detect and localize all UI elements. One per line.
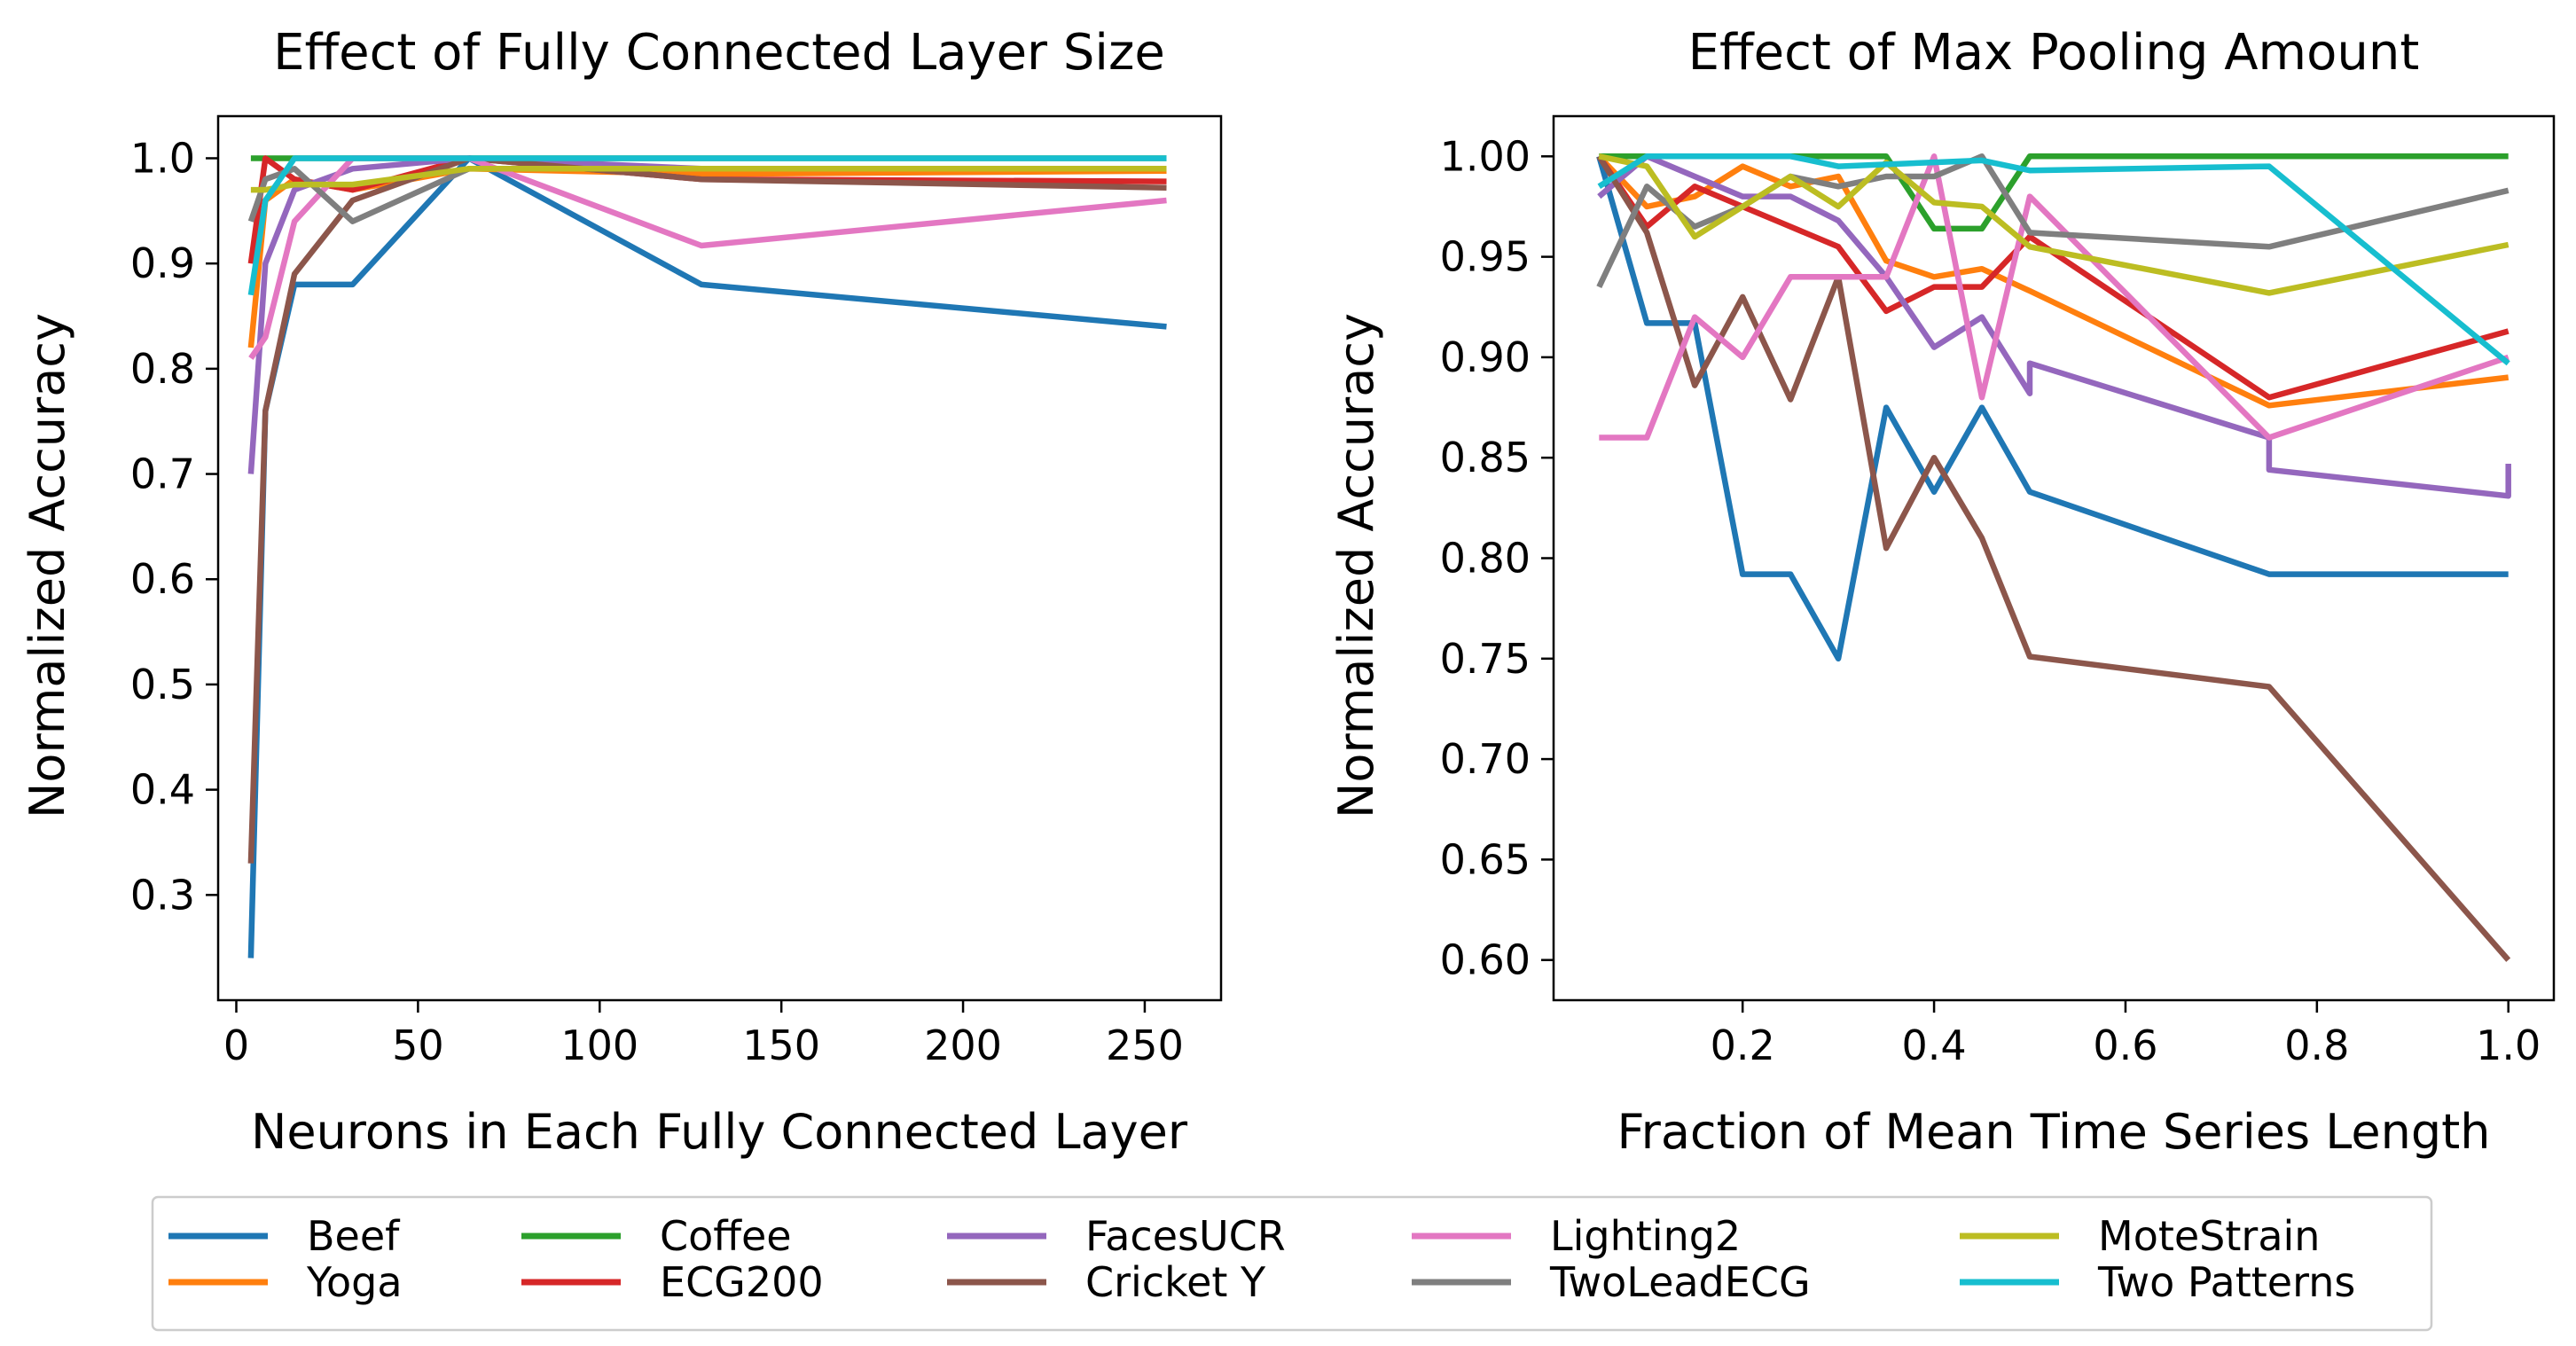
series-line-beef <box>1596 155 2509 662</box>
series-line-motestrain <box>250 166 1167 193</box>
chart-left-y-ticks: 0.3 0.4 0.5 0.6 0.7 0.8 0.9 1.0 <box>130 134 218 919</box>
x-tick-label: 1.0 <box>2476 1021 2541 1069</box>
series-line-motestrain <box>1598 153 2509 296</box>
chart-left-y-axis-label: Normalized Accuracy <box>20 313 75 818</box>
legend-label-lighting2: Lighting2 <box>1550 1212 1741 1260</box>
chart-right: Effect of Max Pooling Amount 0.2 0.4 0.6 0.… <box>1328 24 2556 1160</box>
y-tick-label: 0.70 <box>1440 735 1531 783</box>
legend-label-coffee: Coffee <box>660 1212 792 1260</box>
legend-label-beef: Beef <box>307 1212 401 1260</box>
legend-label-ecg200: ECG200 <box>660 1258 824 1306</box>
x-tick-label: 0 <box>223 1021 249 1069</box>
y-tick-label: 0.7 <box>130 450 195 498</box>
chart-right-plot <box>1552 114 2556 1002</box>
y-tick-label: 0.90 <box>1440 333 1531 381</box>
y-tick-label: 1.0 <box>130 134 195 182</box>
legend-label-facesucr: FacesUCR <box>1085 1212 1286 1260</box>
legend-label-yoga: Yoga <box>306 1258 403 1306</box>
chart-right-x-axis-label: Fraction of Mean Time Series Length <box>1617 1104 2490 1160</box>
x-tick-label: 0.8 <box>2284 1021 2349 1069</box>
chart-right-x-ticks: 0.2 0.4 0.6 0.8 1.0 <box>1711 1000 2541 1069</box>
chart-left-x-ticks: 0 50 100 150 200 250 <box>223 1000 1184 1069</box>
chart-left: Effect of Fully Connected Layer Size 0 50… <box>20 24 1223 1160</box>
legend-label-motestrain: MoteStrain <box>2098 1212 2320 1260</box>
y-tick-label: 0.85 <box>1440 434 1531 481</box>
chart-left-plot <box>216 114 1223 1002</box>
y-tick-label: 0.80 <box>1440 535 1531 583</box>
y-tick-label: 1.00 <box>1440 132 1531 180</box>
y-tick-label: 0.65 <box>1440 835 1531 883</box>
series-line-beef <box>247 155 1167 959</box>
y-tick-label: 0.8 <box>130 345 195 393</box>
series-line-cricket-y <box>247 155 1167 864</box>
chart-left-title: Effect of Fully Connected Layer Size <box>273 24 1165 82</box>
y-tick-label: 0.4 <box>130 766 195 814</box>
chart-left-frame <box>216 114 1223 1002</box>
x-tick-label: 100 <box>560 1021 638 1069</box>
y-tick-label: 0.9 <box>130 239 195 287</box>
series-line-yoga <box>247 166 1167 348</box>
x-tick-label: 200 <box>924 1021 1002 1069</box>
x-tick-label: 0.2 <box>1711 1021 1775 1069</box>
chart-right-y-ticks: 0.60 0.65 0.70 0.75 0.80 0.85 0.90 0.95 1.00 <box>1440 132 1554 984</box>
y-tick-label: 0.75 <box>1440 635 1531 683</box>
x-tick-label: 150 <box>742 1021 820 1069</box>
y-tick-label: 0.6 <box>130 555 195 603</box>
x-tick-label: 0.4 <box>1901 1021 1966 1069</box>
legend-frame <box>151 1195 2433 1332</box>
legend-label-twoleadecg: TwoLeadECG <box>1549 1258 1811 1306</box>
chart-right-title: Effect of Max Pooling Amount <box>1688 24 2420 82</box>
y-tick-label: 0.95 <box>1440 233 1531 281</box>
x-tick-label: 50 <box>392 1021 444 1069</box>
series-line-yoga <box>1596 154 2509 409</box>
y-tick-label: 0.5 <box>130 661 195 708</box>
series-line-facesucr <box>1597 153 2511 499</box>
chart-right-y-axis-label: Normalized Accuracy <box>1328 313 1384 818</box>
series-line-two-patterns <box>1597 153 2510 366</box>
y-tick-label: 0.60 <box>1440 936 1531 984</box>
series-line-cricket-y <box>1596 154 2511 962</box>
y-tick-label: 0.3 <box>130 871 195 919</box>
x-tick-label: 0.6 <box>2093 1021 2157 1069</box>
legend-label-two-patterns: Two Patterns <box>2097 1258 2355 1306</box>
legend-label-cricket-y: Cricket Y <box>1085 1258 1266 1306</box>
x-tick-label: 250 <box>1106 1021 1184 1069</box>
series-line-two-patterns <box>247 155 1167 296</box>
chart-left-x-axis-label: Neurons in Each Fully Connected Layer <box>251 1104 1188 1160</box>
